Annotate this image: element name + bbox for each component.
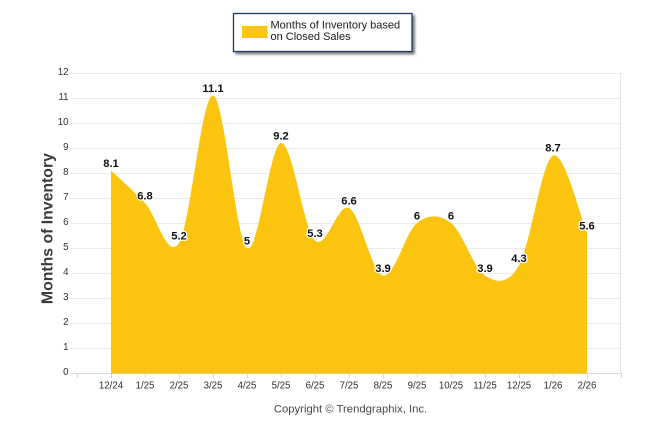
svg-text:2/25: 2/25 (170, 381, 189, 392)
svg-text:9/25: 9/25 (408, 381, 427, 392)
svg-text:on Closed Sales: on Closed Sales (271, 31, 352, 43)
svg-text:5.3: 5.3 (307, 228, 323, 240)
svg-text:8.1: 8.1 (103, 158, 119, 170)
svg-text:2/26: 2/26 (578, 381, 597, 392)
svg-text:12: 12 (58, 67, 69, 78)
svg-text:6: 6 (63, 217, 68, 228)
svg-text:3.9: 3.9 (375, 263, 391, 275)
svg-text:Months of Inventory based: Months of Inventory based (271, 19, 401, 31)
svg-text:Copyright © Trendgraphix, Inc.: Copyright © Trendgraphix, Inc. (274, 404, 427, 416)
svg-text:5/25: 5/25 (272, 381, 291, 392)
svg-text:5.2: 5.2 (171, 231, 187, 243)
svg-text:5: 5 (63, 242, 68, 253)
svg-text:8/25: 8/25 (374, 381, 393, 392)
svg-text:1: 1 (63, 342, 68, 353)
svg-text:6.6: 6.6 (341, 196, 357, 208)
svg-text:8: 8 (63, 167, 68, 178)
svg-text:5: 5 (244, 236, 250, 248)
svg-text:11/25: 11/25 (473, 381, 497, 392)
svg-text:8.7: 8.7 (545, 143, 561, 155)
svg-text:6/25: 6/25 (306, 381, 325, 392)
svg-text:9: 9 (63, 142, 68, 153)
svg-text:1/25: 1/25 (136, 381, 155, 392)
svg-text:10/25: 10/25 (439, 381, 463, 392)
svg-text:4/25: 4/25 (238, 381, 257, 392)
svg-text:5.6: 5.6 (579, 221, 595, 233)
svg-text:Months of Inventory: Months of Inventory (39, 153, 56, 304)
svg-text:4: 4 (63, 267, 69, 278)
svg-text:7/25: 7/25 (340, 381, 359, 392)
svg-text:10: 10 (58, 117, 69, 128)
svg-text:2: 2 (63, 317, 68, 328)
svg-text:3: 3 (63, 292, 68, 303)
svg-text:3.9: 3.9 (477, 263, 493, 275)
svg-text:6: 6 (414, 211, 420, 223)
svg-text:9.2: 9.2 (273, 131, 289, 143)
svg-text:6.8: 6.8 (137, 191, 153, 203)
svg-text:1/26: 1/26 (544, 381, 563, 392)
svg-text:12/25: 12/25 (507, 381, 531, 392)
svg-text:6: 6 (448, 211, 454, 223)
svg-text:0: 0 (63, 367, 69, 378)
svg-text:11: 11 (58, 92, 68, 103)
svg-text:11.1: 11.1 (202, 83, 223, 95)
svg-text:7: 7 (63, 192, 68, 203)
svg-text:12/24: 12/24 (99, 381, 124, 392)
svg-text:4.3: 4.3 (511, 253, 527, 265)
svg-text:3/25: 3/25 (204, 381, 223, 392)
